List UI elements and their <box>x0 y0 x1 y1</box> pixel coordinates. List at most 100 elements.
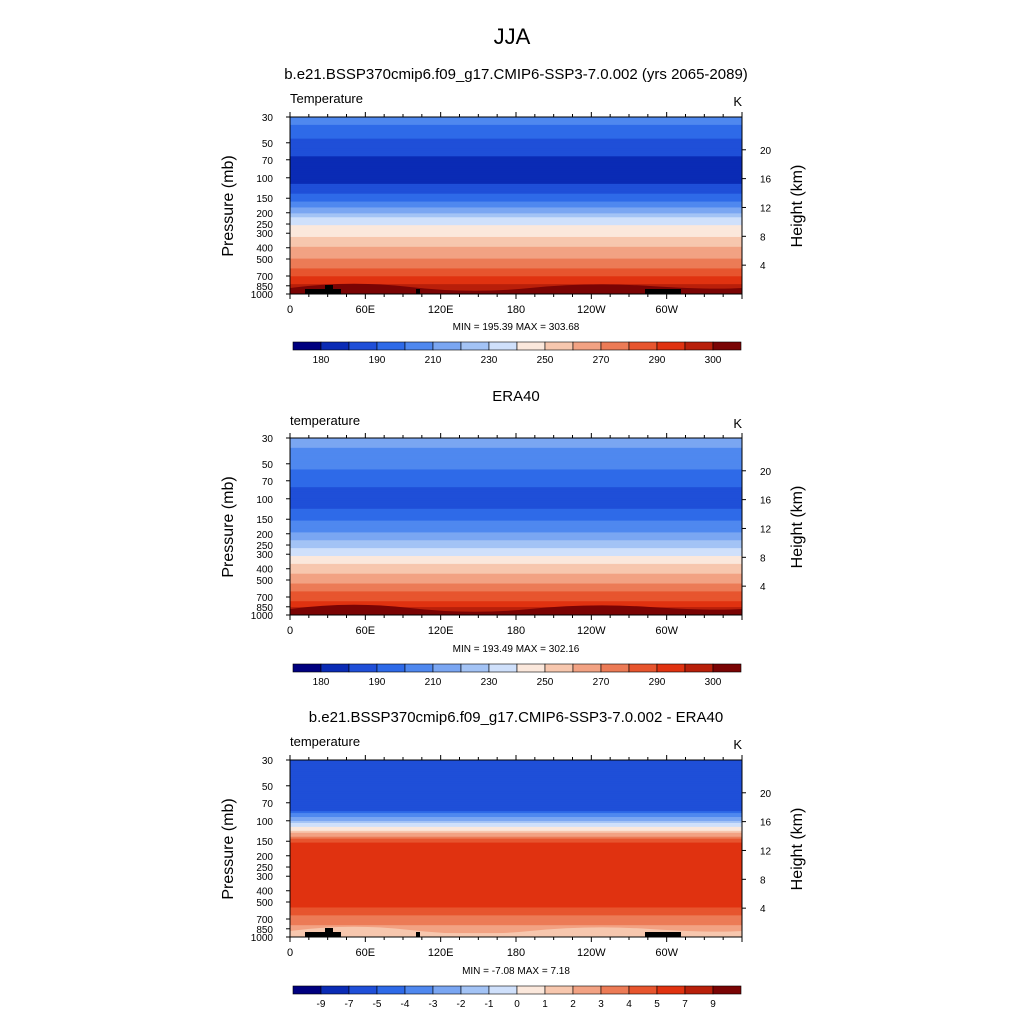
right-tick-label: 4 <box>760 582 766 593</box>
contour-band <box>290 130 742 134</box>
y-tick-label: 30 <box>262 434 274 445</box>
y-tick-label: 300 <box>256 550 273 561</box>
contour-band <box>290 836 742 840</box>
contour-band <box>290 556 742 559</box>
right-tick-label: 8 <box>760 553 766 564</box>
contour-band <box>290 846 742 850</box>
contour-band <box>290 449 742 453</box>
y-tick-label: 850 <box>256 603 273 614</box>
contour-band <box>290 276 742 279</box>
contour-band <box>290 120 742 124</box>
y-tick-label: 1000 <box>251 290 274 301</box>
contour-band <box>290 118 742 122</box>
contour-band <box>290 207 742 211</box>
contour-band <box>290 876 742 879</box>
field-label: temperature <box>290 413 360 428</box>
contour-band <box>290 264 742 268</box>
plot-area <box>290 760 742 937</box>
colorbar-label: -1 <box>485 999 494 1010</box>
colorbar-swatch <box>516 663 546 673</box>
colorbar-label: 190 <box>369 355 386 366</box>
topography-mask <box>305 932 341 937</box>
contour-band <box>290 777 742 781</box>
x-tick-label: 120E <box>428 947 454 959</box>
contour-band <box>290 229 742 232</box>
contour-band <box>290 445 742 449</box>
contour-band <box>290 473 742 476</box>
units-label: K <box>733 416 742 431</box>
contour-band <box>290 447 742 451</box>
contour-band <box>290 781 742 785</box>
contour-band <box>290 897 742 901</box>
x-tick-label: 0 <box>287 947 293 959</box>
contour-band <box>290 815 742 818</box>
x-tick-label: 180 <box>507 947 525 959</box>
contour-band <box>290 826 742 830</box>
colorbar-swatch <box>656 985 686 995</box>
y-tick-label: 200 <box>256 530 273 541</box>
contour-band <box>290 475 742 478</box>
contour-band <box>290 170 742 173</box>
colorbar-swatch <box>488 341 518 351</box>
contour-band <box>290 187 742 191</box>
right-tick-label: 20 <box>760 146 772 157</box>
stats-label: MIN = 193.49 MAX = 302.16 <box>453 644 580 655</box>
colorbar-swatch <box>572 663 602 673</box>
contour-band <box>290 223 742 226</box>
contour-band <box>290 455 742 459</box>
surface-band <box>290 926 742 937</box>
contour-band <box>290 439 742 443</box>
y-tick-label: 30 <box>262 756 274 767</box>
contour-band <box>290 832 742 836</box>
contour-band <box>290 160 742 163</box>
colorbar-label: 7 <box>682 999 688 1010</box>
contour-band <box>290 254 742 258</box>
right-tick-label: 12 <box>760 846 772 857</box>
stats-label: MIN = 195.39 MAX = 303.68 <box>453 322 580 333</box>
colorbar-swatch <box>404 663 434 673</box>
contour-band <box>290 443 742 447</box>
y-tick-label: 70 <box>262 477 274 488</box>
right-tick-label: 20 <box>760 467 772 478</box>
y-tick-label: 700 <box>256 272 273 283</box>
contour-band <box>290 240 742 244</box>
colorbar-swatch <box>376 341 406 351</box>
contour-band <box>290 822 742 826</box>
contour-band <box>290 189 742 193</box>
colorbar-swatch <box>348 985 378 995</box>
contour-band <box>290 268 742 271</box>
contour-band <box>290 201 742 205</box>
colorbar-swatch <box>292 341 322 351</box>
contour-band <box>290 856 742 859</box>
colorbar-swatch <box>348 663 378 673</box>
stats-label: MIN = -7.08 MAX = 7.18 <box>462 966 570 977</box>
contour-band <box>290 236 742 240</box>
contour-band <box>290 520 742 524</box>
contour-band <box>290 872 742 875</box>
colorbar-label: 2 <box>570 999 576 1010</box>
plot-area <box>290 438 742 615</box>
contour-band <box>290 883 742 887</box>
contour-band <box>290 565 742 569</box>
contour-band <box>290 775 742 779</box>
contour-band <box>290 140 742 144</box>
colorbar-label: 300 <box>705 355 722 366</box>
contour-band <box>290 885 742 889</box>
contour-band <box>290 905 742 909</box>
contour-band <box>290 868 742 871</box>
contour-band <box>290 830 742 834</box>
colorbar-swatch <box>404 341 434 351</box>
contour-band <box>290 154 742 157</box>
colorbar-swatch <box>460 341 490 351</box>
y-tick-label: 300 <box>256 229 273 240</box>
right-tick-label: 20 <box>760 789 772 800</box>
contour-band <box>290 881 742 885</box>
y-tick-label: 100 <box>256 174 273 185</box>
contour-band <box>290 901 742 905</box>
surface-band <box>290 604 742 615</box>
topography-mask <box>305 289 341 294</box>
contour-band <box>290 809 742 812</box>
contour-band <box>290 779 742 783</box>
contour-band <box>290 128 742 132</box>
topography-mask <box>645 289 681 294</box>
